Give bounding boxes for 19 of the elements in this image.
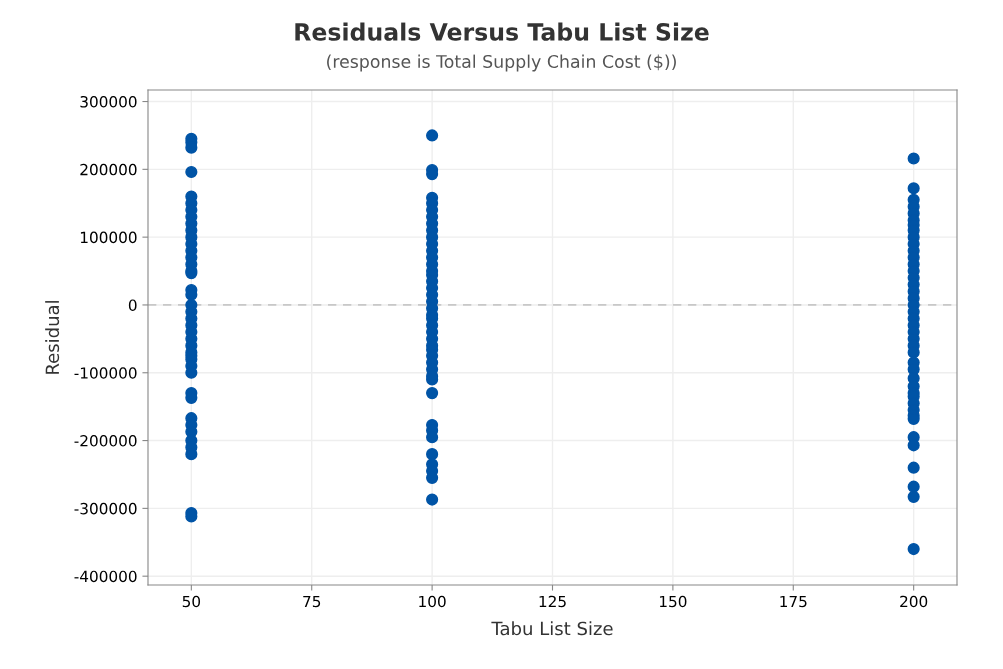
x-tick-label: 100: [419, 595, 446, 608]
x-tick-label: 125: [539, 595, 566, 608]
y-tick-label: 200000: [80, 163, 137, 176]
x-tick-label: 175: [780, 595, 807, 608]
y-tick-label: 300000: [80, 95, 137, 108]
chart-subtitle: (response is Total Supply Chain Cost ($)): [327, 54, 676, 72]
y-tick-label: -300000: [74, 502, 137, 515]
x-tick-label: 75: [303, 595, 321, 608]
y-tick-label: -200000: [74, 435, 137, 447]
y-tick-label: -400000: [74, 570, 137, 583]
y-tick-label: -100000: [74, 367, 137, 379]
x-tick-label: 200: [900, 595, 928, 608]
y-tick-label: 100000: [80, 231, 137, 244]
x-axis-title: Tabu List Size: [491, 621, 613, 636]
x-tick-label: 150: [659, 595, 687, 608]
chart-title: Residuals Versus Tabu List Size: [295, 22, 709, 41]
x-tick-label: 50: [182, 595, 201, 608]
y-tick-label: 0: [128, 299, 137, 311]
y-axis-title: Residual: [45, 301, 60, 374]
